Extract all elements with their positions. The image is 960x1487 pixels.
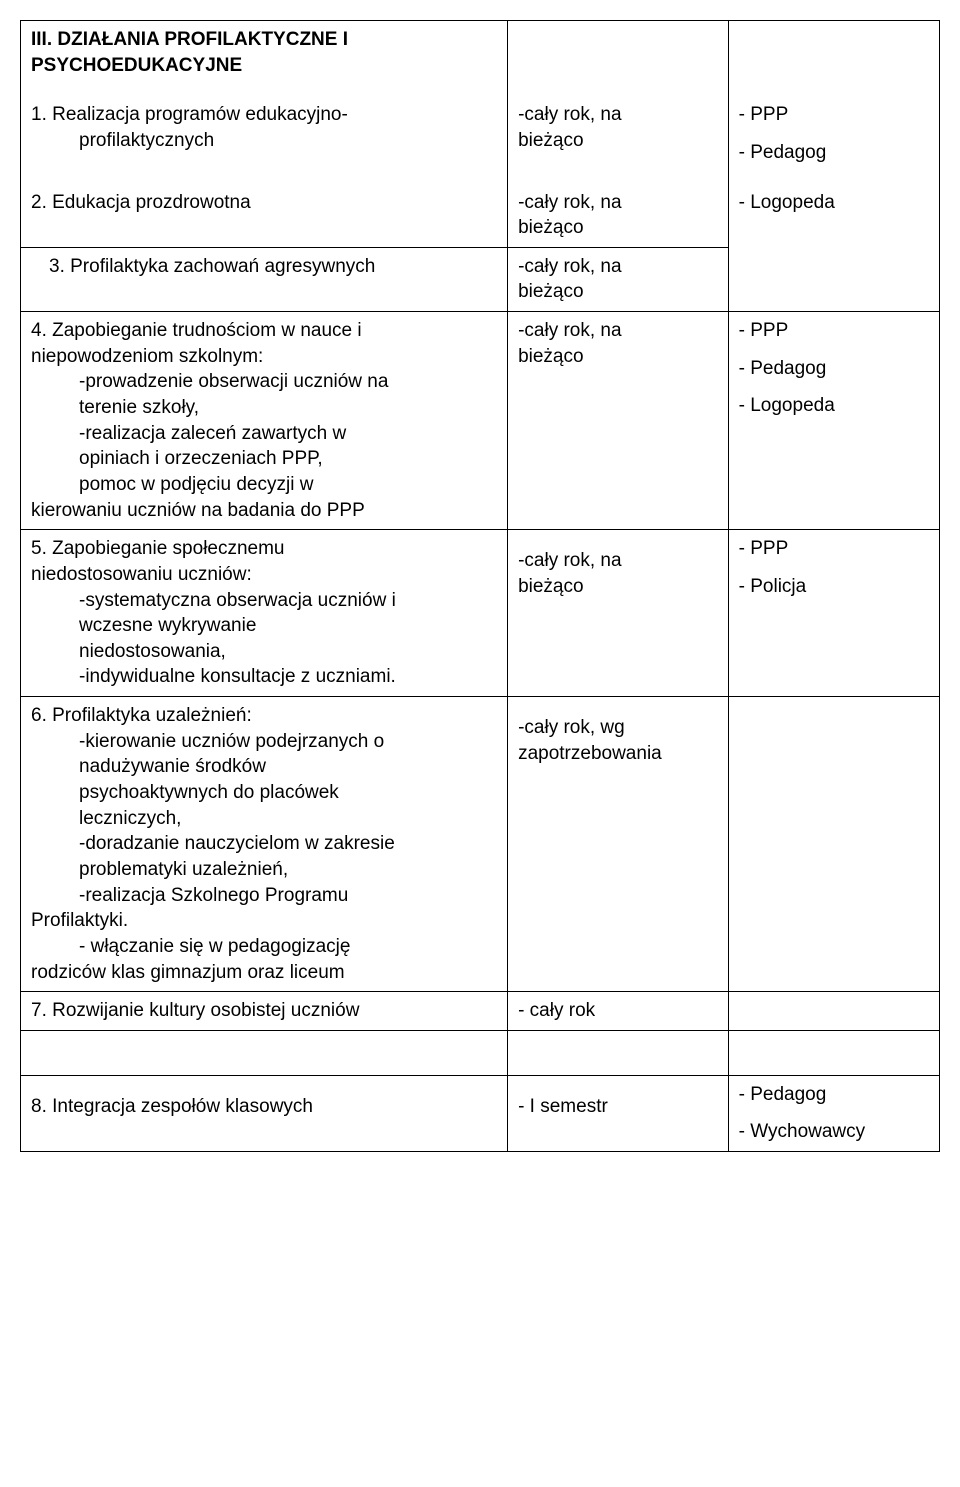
- row6-j: - włączanie się w pedagogizację: [31, 934, 497, 960]
- row7-action: 7. Rozwijanie kultury osobistej uczniów: [21, 992, 508, 1031]
- row1-resp: - PPP - Pedagog: [728, 84, 939, 171]
- row7-a: 7. Rozwijanie kultury osobistej uczniów: [31, 998, 497, 1024]
- row6-resp: [728, 697, 939, 992]
- row1-text-b: profilaktycznych: [31, 128, 497, 154]
- row6-d: psychoaktywnych do placówek: [31, 780, 497, 806]
- row1-text-a: 1. Realizacja programów edukacyjno-: [31, 102, 497, 128]
- spacer-c2: [508, 1030, 729, 1075]
- row4-timing-a: -cały rok, na: [518, 318, 718, 344]
- row6-i: Profilaktyki.: [31, 908, 497, 934]
- row6-b: -kierowanie uczniów podejrzanych o: [31, 729, 497, 755]
- row4-d: terenie szkoły,: [31, 395, 497, 421]
- row6-action: 6. Profilaktyka uzależnień: -kierowanie …: [21, 697, 508, 992]
- row4-resp-a: - PPP: [739, 318, 929, 344]
- row5-resp: - PPP - Policja: [728, 530, 939, 697]
- row4-timing: -cały rok, na bieżąco: [508, 312, 729, 530]
- row6-timing-b: zapotrzebowania: [518, 741, 718, 767]
- section-title-line2: PSYCHOEDUKACYJNE: [31, 55, 242, 76]
- row6-h: -realizacja Szkolnego Programu: [31, 883, 497, 909]
- row8-resp-a: - Pedagog: [739, 1082, 929, 1108]
- row4-c: -prowadzenie obserwacji uczniów na: [31, 369, 497, 395]
- row1-resp-a: - PPP: [739, 102, 929, 128]
- row2-timing-b: bieżąco: [518, 215, 718, 241]
- spacer-c3: [728, 1030, 939, 1075]
- row3-text: 3. Profilaktyka zachowań agresywnych: [31, 254, 497, 280]
- row6-timing: -cały rok, wg zapotrzebowania: [508, 697, 729, 992]
- row6-c: nadużywanie środków: [31, 754, 497, 780]
- row8-timing-a: - I semestr: [518, 1094, 718, 1120]
- row2-text: 2. Edukacja prozdrowotna: [31, 190, 497, 216]
- row4-e: -realizacja zaleceń zawartych w: [31, 421, 497, 447]
- row5-timing-a: -cały rok, na: [518, 548, 718, 574]
- row3-resp: [728, 247, 939, 311]
- row4-f: opiniach i orzeczeniach PPP,: [31, 446, 497, 472]
- row7-timing-a: - cały rok: [518, 998, 718, 1024]
- row7-timing: - cały rok: [508, 992, 729, 1031]
- row5-a: 5. Zapobieganie społecznemu: [31, 536, 497, 562]
- header-col2: [508, 21, 729, 85]
- row5-timing-b: bieżąco: [518, 574, 718, 600]
- row8-action: 8. Integracja zespołów klasowych: [21, 1075, 508, 1151]
- row5-action: 5. Zapobieganie społecznemu niedostosowa…: [21, 530, 508, 697]
- section-title-line1: III. DZIAŁANIA PROFILAKTYCZNE I: [31, 29, 348, 50]
- section-header: III. DZIAŁANIA PROFILAKTYCZNE I PSYCHOED…: [21, 21, 508, 85]
- row1-timing-b: bieżąco: [518, 128, 718, 154]
- row6-g: problematyki uzależnień,: [31, 857, 497, 883]
- spacer-c1: [21, 1030, 508, 1075]
- row5-timing: -cały rok, na bieżąco: [508, 530, 729, 697]
- row4-resp: - PPP - Pedagog - Logopeda: [728, 312, 939, 530]
- row5-resp-a: - PPP: [739, 536, 929, 562]
- row4-g: pomoc w podjęciu decyzji w: [31, 472, 497, 498]
- row8-resp-b: - Wychowawcy: [739, 1119, 929, 1145]
- row2-resp-a: - Logopeda: [739, 190, 929, 216]
- row4-timing-b: bieżąco: [518, 344, 718, 370]
- row8-timing: - I semestr: [508, 1075, 729, 1151]
- row5-e: niedostosowania,: [31, 639, 497, 665]
- row7-resp: [728, 992, 939, 1031]
- row1-timing-a: -cały rok, na: [518, 102, 718, 128]
- row4-h: kierowaniu uczniów na badania do PPP: [31, 498, 497, 524]
- row4-resp-b: - Pedagog: [739, 356, 929, 382]
- row4-resp-c: - Logopeda: [739, 393, 929, 419]
- header-col3: [728, 21, 939, 85]
- row3-timing-a: -cały rok, na: [518, 254, 718, 280]
- row6-timing-a: -cały rok, wg: [518, 715, 718, 741]
- row5-resp-b: - Policja: [739, 574, 929, 600]
- row6-e: leczniczych,: [31, 806, 497, 832]
- row6-a: 6. Profilaktyka uzależnień:: [31, 703, 497, 729]
- row5-f: -indywidualne konsultacje z uczniami.: [31, 664, 497, 690]
- row1-timing: -cały rok, na bieżąco: [508, 84, 729, 171]
- row2-resp: - Logopeda: [728, 172, 939, 248]
- row3-timing: -cały rok, na bieżąco: [508, 247, 729, 311]
- row4-a: 4. Zapobieganie trudnościom w nauce i: [31, 318, 497, 344]
- row3-timing-b: bieżąco: [518, 279, 718, 305]
- row8-resp: - Pedagog - Wychowawcy: [728, 1075, 939, 1151]
- row6-f: -doradzanie nauczycielom w zakresie: [31, 831, 497, 857]
- row1-action: 1. Realizacja programów edukacyjno- prof…: [21, 84, 508, 171]
- row6-k: rodziców klas gimnazjum oraz liceum: [31, 960, 497, 986]
- row1-resp-b: - Pedagog: [739, 140, 929, 166]
- row2-timing-a: -cały rok, na: [518, 190, 718, 216]
- row2-timing: -cały rok, na bieżąco: [508, 172, 729, 248]
- row8-a: 8. Integracja zespołów klasowych: [31, 1094, 497, 1120]
- row5-c: -systematyczna obserwacja uczniów i: [31, 588, 497, 614]
- row2-action: 2. Edukacja prozdrowotna: [21, 172, 508, 248]
- row5-d: wczesne wykrywanie: [31, 613, 497, 639]
- row5-b: niedostosowaniu uczniów:: [31, 562, 497, 588]
- row4-b: niepowodzeniom szkolnym:: [31, 344, 497, 370]
- row3-action: 3. Profilaktyka zachowań agresywnych: [21, 247, 508, 311]
- row4-action: 4. Zapobieganie trudnościom w nauce i ni…: [21, 312, 508, 530]
